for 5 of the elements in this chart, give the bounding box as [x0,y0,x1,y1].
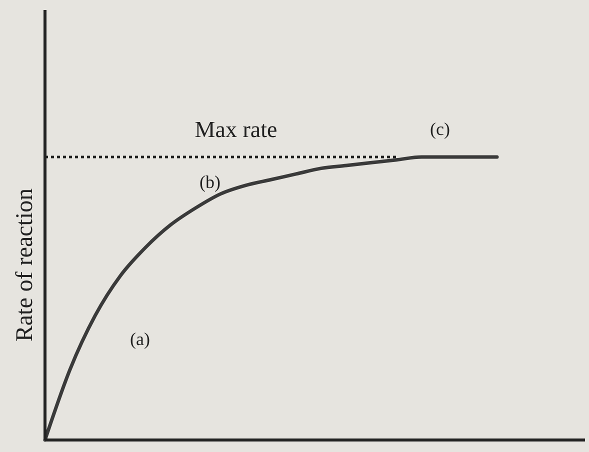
text: (c) [430,119,450,139]
ref-line-label: Max rate [194,117,278,142]
y-axis-title: Rate of reaction [12,188,38,342]
annotation: (a) [130,329,150,349]
annotation: (b) [200,172,220,192]
